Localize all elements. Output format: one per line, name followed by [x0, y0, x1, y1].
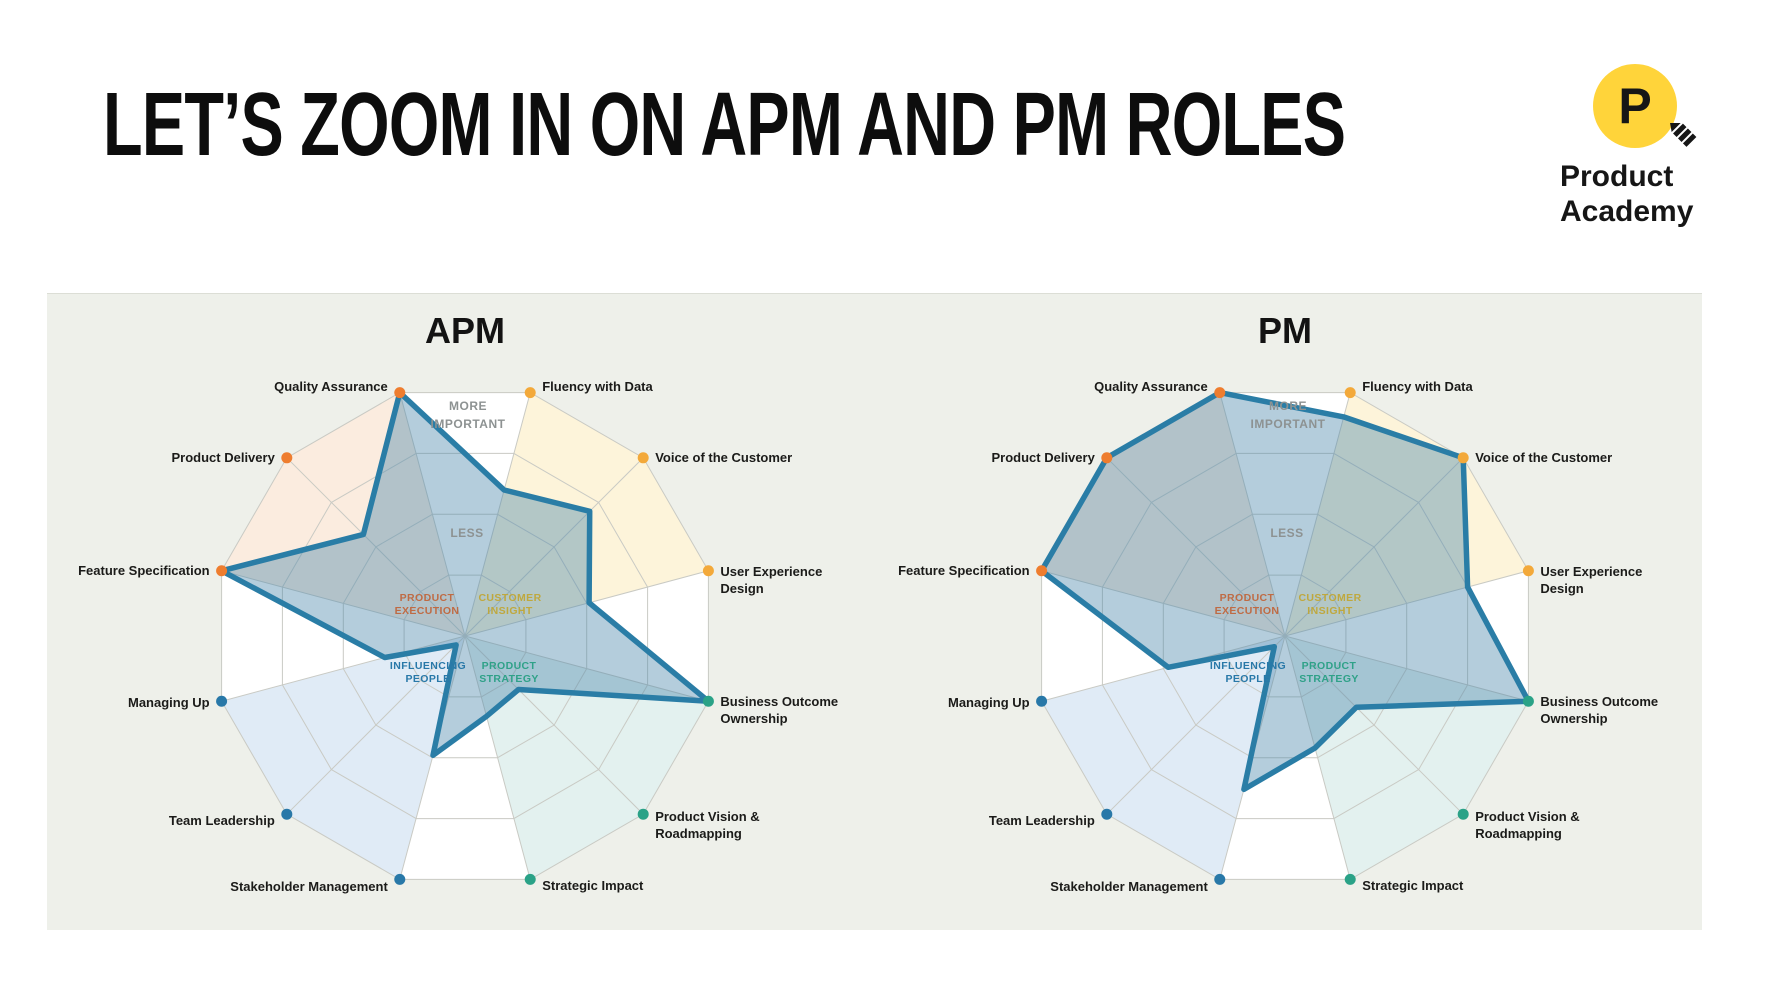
pm-quadrant-label-product-execution: PRODUCT EXECUTION: [1214, 592, 1280, 617]
axis-spoke-fluency-with-data: [1284, 392, 1351, 637]
apm-axis-label-product-vision-roadmapping: Product Vision & Roadmapping: [655, 809, 760, 842]
pm-axis-label-user-experience-design: User Experience Design: [1540, 563, 1643, 596]
axis-spoke-quality-assurance: [1219, 392, 1286, 637]
apm-axis-label-team-leadership: Team Leadership: [168, 812, 275, 828]
logo-wordmark: Product Academy: [1560, 159, 1693, 229]
axis-dot-product-delivery: [281, 452, 293, 464]
apm-axis-label-product-delivery: Product Delivery: [171, 450, 275, 466]
axis-dot-quality-assurance: [394, 387, 406, 399]
axis-dot-product-delivery: [1101, 452, 1113, 464]
pm-axis-label-strategic-impact: Strategic Impact: [1362, 877, 1464, 893]
pm-axis-label-fluency-with-data: Fluency with Data: [1362, 379, 1473, 395]
axis-spoke-quality-assurance: [399, 392, 466, 637]
pm-axis-label-stakeholder-management: Stakeholder Management: [1050, 878, 1208, 894]
axis-dot-fluency-with-data: [1344, 387, 1356, 399]
axis-dot-quality-assurance: [1214, 387, 1226, 399]
axis-dot-strategic-impact: [524, 873, 536, 885]
axis-spoke-voice-of-the-customer: [1284, 457, 1464, 637]
axis-spoke-feature-specification: [221, 570, 466, 637]
pm-chart-title: PM: [1258, 310, 1312, 351]
axis-spoke-strategic-impact: [1284, 635, 1351, 880]
pm-axis-label-business-outcome-ownership: Business Outcome Ownership: [1540, 694, 1659, 727]
axis-spoke-voice-of-the-customer: [464, 457, 644, 637]
axis-spoke-team-leadership: [286, 635, 466, 815]
pencil-icon: [1669, 123, 1697, 147]
axis-dot-business-outcome-ownership: [702, 695, 714, 707]
apm-chart-title: APM: [425, 310, 505, 351]
page-title: LET’S ZOOM IN ON APM AND PM ROLES: [103, 75, 1346, 175]
axis-dot-fluency-with-data: [524, 387, 536, 399]
axis-spoke-business-outcome-ownership: [464, 635, 709, 702]
pm-axis-label-managing-up: Managing Up: [947, 694, 1030, 710]
axis-spoke-managing-up: [221, 635, 466, 702]
apm-axis-label-fluency-with-data: Fluency with Data: [542, 379, 653, 395]
axis-dot-team-leadership: [1101, 808, 1113, 820]
logo-line1: Product: [1560, 160, 1674, 193]
axis-dot-feature-specification: [216, 565, 228, 577]
pm-scale-label-more: MORE IMPORTANT: [1250, 399, 1326, 431]
logo-p-monogram: P: [1618, 78, 1652, 134]
pm-quadrant-label-influencing-people: INFLUENCING PEOPLE: [1209, 660, 1287, 685]
axis-dot-feature-specification: [1036, 565, 1048, 577]
apm-axis-label-managing-up: Managing Up: [127, 694, 210, 710]
axis-spoke-fluency-with-data: [464, 392, 531, 637]
axis-spoke-product-delivery: [286, 457, 466, 637]
pm-axis-label-product-vision-roadmapping: Product Vision & Roadmapping: [1475, 809, 1580, 842]
axis-spoke-user-experience-design: [1284, 570, 1529, 637]
pm-axis-label-quality-assurance: Quality Assurance: [1094, 379, 1208, 395]
logo-mark: P: [1593, 64, 1677, 148]
pm-radar-chart: [1036, 387, 1534, 885]
apm-axis-label-feature-specification: Feature Specification: [78, 563, 210, 579]
apm-quadrant-label-influencing-people: INFLUENCING PEOPLE: [389, 660, 467, 685]
apm-axis-label-business-outcome-ownership: Business Outcome Ownership: [720, 694, 839, 727]
axis-spoke-business-outcome-ownership: [1284, 635, 1529, 702]
axis-spoke-feature-specification: [1041, 570, 1286, 637]
logo-line2: Academy: [1560, 195, 1694, 228]
apm-quadrant-label-customer-insight: CUSTOMER INSIGHT: [478, 592, 542, 617]
apm-axis-label-voice-of-the-customer: Voice of the Customer: [655, 450, 793, 466]
axis-spoke-product-delivery: [1106, 457, 1286, 637]
axis-dot-managing-up: [1036, 695, 1048, 707]
axis-dot-stakeholder-management: [1214, 873, 1226, 885]
axis-dot-managing-up: [216, 695, 228, 707]
axis-spoke-team-leadership: [1106, 635, 1286, 815]
axis-dot-strategic-impact: [1344, 873, 1356, 885]
axis-dot-team-leadership: [281, 808, 293, 820]
axis-dot-stakeholder-management: [394, 873, 406, 885]
apm-quadrant-label-product-execution: PRODUCT EXECUTION: [394, 592, 460, 617]
axis-dot-voice-of-the-customer: [1457, 452, 1469, 464]
apm-axis-label-user-experience-design: User Experience Design: [720, 563, 823, 596]
pm-quadrant-label-product-strategy: PRODUCT STRATEGY: [1299, 660, 1359, 685]
apm-axis-label-strategic-impact: Strategic Impact: [542, 877, 644, 893]
axis-dot-voice-of-the-customer: [637, 452, 649, 464]
axis-spoke-product-vision-roadmapping: [464, 635, 644, 815]
axis-dot-product-vision-roadmapping: [637, 808, 649, 820]
apm-axis-label-stakeholder-management: Stakeholder Management: [230, 878, 388, 894]
axis-spoke-managing-up: [1041, 635, 1286, 702]
apm-quadrant-label-product-strategy: PRODUCT STRATEGY: [479, 660, 539, 685]
axis-dot-user-experience-design: [702, 565, 714, 577]
axis-dot-business-outcome-ownership: [1522, 695, 1534, 707]
apm-scale-label-more: MORE IMPORTANT: [430, 399, 506, 431]
pm-scale-label-less: LESS: [1270, 526, 1304, 540]
axis-dot-product-vision-roadmapping: [1457, 808, 1469, 820]
apm-scale-label-less: LESS: [450, 526, 484, 540]
pm-axis-label-product-delivery: Product Delivery: [991, 450, 1095, 466]
axis-dot-user-experience-design: [1522, 565, 1534, 577]
pm-axis-label-team-leadership: Team Leadership: [988, 812, 1095, 828]
pm-axis-label-feature-specification: Feature Specification: [898, 563, 1030, 579]
pm-axis-label-voice-of-the-customer: Voice of the Customer: [1475, 450, 1613, 466]
axis-spoke-product-vision-roadmapping: [1284, 635, 1464, 815]
pm-quadrant-label-customer-insight: CUSTOMER INSIGHT: [1298, 592, 1362, 617]
apm-radar-chart: [216, 387, 714, 885]
apm-axis-label-quality-assurance: Quality Assurance: [274, 379, 388, 395]
axis-spoke-strategic-impact: [464, 635, 531, 880]
